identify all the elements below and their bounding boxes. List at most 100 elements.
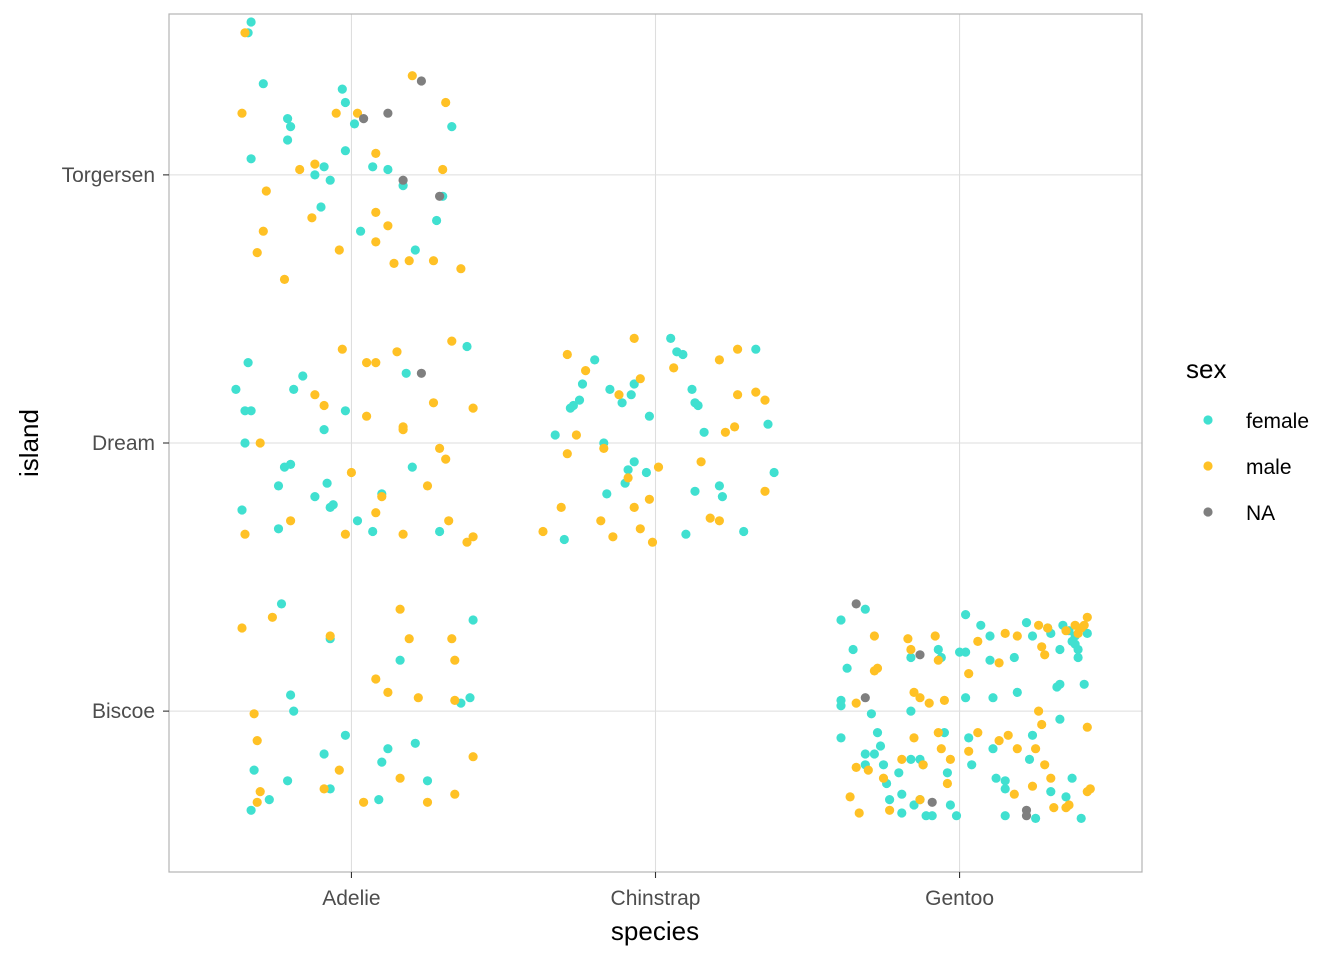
data-point: [897, 808, 907, 818]
data-point: [276, 599, 287, 609]
data-point: [319, 749, 329, 759]
data-point: [1027, 730, 1038, 740]
data-point: [863, 765, 873, 775]
data-point: [842, 663, 852, 673]
data-point: [608, 532, 618, 542]
data-point: [936, 744, 946, 754]
data-point: [410, 245, 420, 255]
data-point: [942, 778, 953, 789]
data-point: [967, 760, 977, 770]
data-point: [468, 532, 478, 542]
data-point: [851, 698, 861, 708]
data-point: [371, 508, 381, 518]
data-point: [371, 237, 381, 247]
data-point: [1027, 631, 1038, 641]
data-point: [945, 754, 956, 765]
y-tick-label: Dream: [92, 432, 155, 455]
data-point: [897, 789, 907, 799]
data-point: [273, 481, 284, 491]
data-point: [590, 355, 600, 365]
data-point: [976, 620, 986, 630]
data-point: [1043, 623, 1053, 633]
data-point: [438, 164, 448, 175]
data-point: [1037, 719, 1047, 730]
data-point: [915, 795, 925, 805]
data-point: [1000, 776, 1010, 786]
x-tick-label: Gentoo: [925, 887, 994, 910]
data-point: [669, 363, 679, 373]
x-axis-title: species: [611, 916, 699, 946]
data-point: [1055, 644, 1065, 655]
data-point: [331, 108, 341, 118]
data-point: [961, 610, 971, 620]
data-point: [295, 164, 305, 175]
data-point: [851, 599, 861, 609]
data-point: [985, 631, 995, 641]
data-point: [550, 430, 560, 440]
data-point: [918, 760, 928, 770]
data-point: [377, 492, 387, 502]
data-point: [395, 655, 405, 665]
data-point: [836, 701, 846, 711]
data-point: [1082, 612, 1092, 622]
legend-key-female: [1203, 415, 1213, 425]
data-point: [289, 384, 299, 394]
data-point: [264, 795, 274, 805]
data-point: [273, 524, 284, 534]
data-point: [629, 333, 639, 343]
data-point: [705, 513, 715, 523]
data-point: [717, 492, 728, 502]
data-point: [894, 768, 904, 778]
data-point: [435, 526, 445, 537]
data-point: [286, 459, 296, 469]
data-point: [346, 467, 356, 478]
data-point: [988, 693, 998, 703]
data-point: [1024, 754, 1035, 765]
data-point: [283, 135, 293, 145]
data-point: [413, 693, 423, 703]
data-point: [629, 379, 639, 389]
data-point: [1040, 650, 1050, 660]
data-point: [237, 505, 247, 515]
data-point: [368, 162, 378, 172]
data-point: [246, 805, 256, 815]
data-point: [973, 636, 983, 647]
data-point: [1082, 628, 1092, 639]
data-point: [1012, 687, 1022, 698]
y-tick-label: Biscoe: [92, 700, 155, 723]
data-point: [909, 800, 919, 810]
data-point: [605, 384, 615, 394]
data-point: [623, 465, 633, 475]
data-point: [307, 213, 317, 223]
data-point: [1079, 620, 1089, 630]
data-point: [1037, 642, 1047, 652]
data-point: [249, 765, 259, 775]
data-point: [653, 462, 664, 472]
data-point: [906, 644, 916, 655]
x-tick-label: Adelie: [322, 887, 380, 910]
data-point: [617, 398, 627, 408]
data-point: [985, 655, 995, 665]
data-point: [1046, 773, 1056, 783]
data-point: [310, 159, 320, 169]
data-point: [939, 695, 950, 706]
data-point: [760, 395, 770, 405]
data-point: [699, 427, 709, 437]
data-point: [1040, 760, 1050, 770]
data-point: [240, 28, 250, 38]
data-point: [374, 795, 384, 805]
data-point: [1000, 811, 1010, 821]
data-point: [261, 186, 271, 196]
axis-ticks: Adelie Chinstrap Gentoo Biscoe Dream Torgerse…: [62, 164, 994, 910]
data-point: [1061, 626, 1071, 636]
data-point: [571, 430, 582, 440]
data-point: [933, 655, 943, 665]
data-point: [681, 529, 691, 539]
data-point: [428, 398, 439, 408]
data-point: [1031, 813, 1041, 824]
legend-label-female: female: [1246, 410, 1309, 433]
data-point: [422, 481, 433, 491]
data-point: [924, 698, 934, 708]
x-tick-label: Chinstrap: [611, 887, 701, 910]
